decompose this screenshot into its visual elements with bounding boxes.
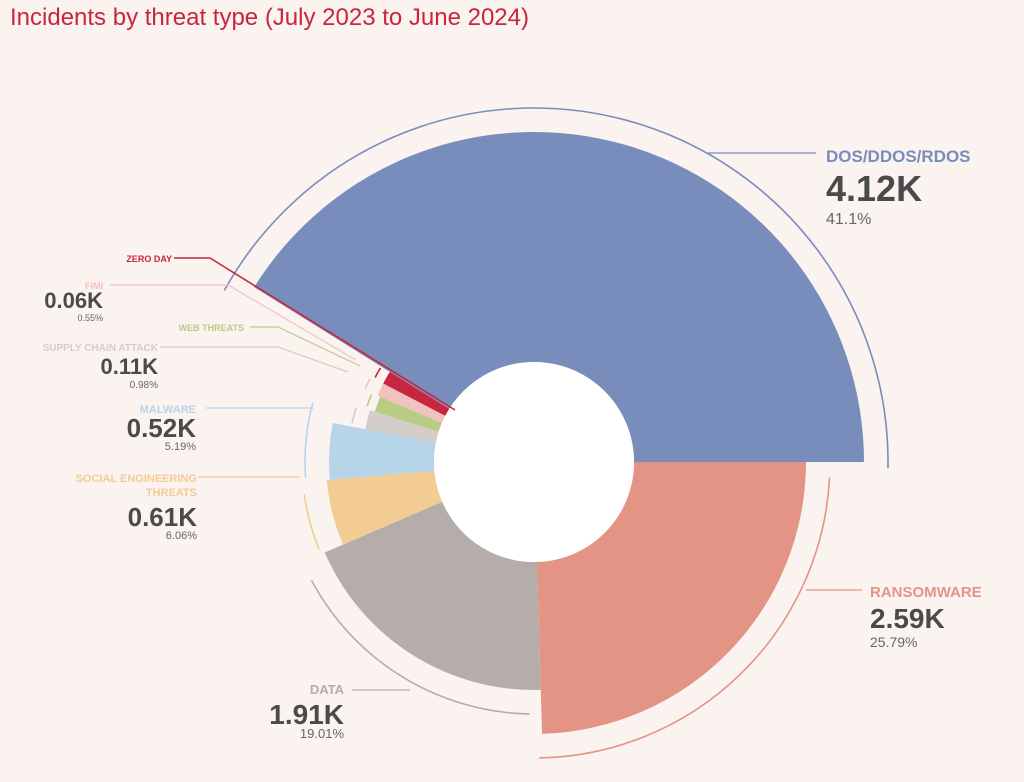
label-name-fimi: FIMI <box>85 281 103 291</box>
outer-arc-malware <box>304 402 314 479</box>
label-percent-supply-chain-attack: 0.98% <box>130 380 158 391</box>
outer-arc-web-threats <box>366 394 373 407</box>
label-name-social-engineering-threats: SOCIAL ENGINEERING <box>76 473 197 485</box>
outer-arc-ransomware <box>539 477 831 759</box>
slice-data <box>324 501 541 690</box>
label-name-social-engineering-threats-line2: THREATS <box>146 487 197 499</box>
slice-zero-day <box>383 371 450 416</box>
leader-lines-group <box>110 152 862 691</box>
outer-arc-data <box>310 579 530 715</box>
labels-group: DOS/DDOS/RDOS 4.12K 41.1% RANSOMWARE 2.59K25… <box>43 147 982 741</box>
label-value-supply-chain-attack: 0.11K <box>101 354 159 379</box>
label-percent-social-engineering-threats: 6.06% <box>166 530 197 542</box>
chart-title: Incidents by threat type (July 2023 to J… <box>10 4 529 31</box>
slice-fimi <box>377 383 446 423</box>
label-value-fimi: 0.06K <box>44 288 103 313</box>
label-value-ransomware: 2.59K <box>870 603 945 634</box>
slice-malware <box>329 422 436 480</box>
outer-arc-zero-day <box>374 367 382 378</box>
label-value-malware: 0.52K <box>127 413 197 443</box>
label-percent-malware: 5.19% <box>165 441 196 453</box>
slices-group <box>254 132 864 734</box>
leader-line-zero-day <box>174 257 456 411</box>
label-value-data: 1.91K <box>269 699 344 730</box>
label-name-malware: MALWARE <box>140 404 196 416</box>
donut-hole <box>434 362 634 562</box>
label-value-dos-ddos-rdos: 4.12K <box>826 168 922 209</box>
label-name-web-threats: WEB THREATS <box>179 323 244 333</box>
label-name-zero-day: ZERO DAY <box>126 254 172 264</box>
slice-supply-chain-attack <box>365 410 439 443</box>
slice-ransomware <box>536 462 806 734</box>
label-name-data: DATA <box>310 682 345 697</box>
label-name-supply-chain-attack: SUPPLY CHAIN ATTACK <box>43 343 159 354</box>
label-percent-ransomware: 25.79% <box>870 634 917 650</box>
leader-line-web-threats <box>250 326 361 367</box>
outer-arc-social-engineering-threats <box>303 494 320 550</box>
label-value-social-engineering-threats: 0.61K <box>128 502 198 532</box>
label-name-ransomware: RANSOMWARE <box>870 584 982 601</box>
label-name-dos-ddos-rdos: DOS/DDOS/RDOS <box>826 147 971 166</box>
label-percent-fimi: 0.55% <box>77 313 103 323</box>
outer-arc-fimi <box>364 378 371 389</box>
label-percent-dos-ddos-rdos: 41.1% <box>826 211 871 228</box>
outer-arc-dos-ddos-rdos <box>223 107 889 469</box>
label-percent-data: 19.01% <box>300 726 345 741</box>
leader-line-supply-chain-attack <box>160 346 349 373</box>
slice-web-threats <box>374 396 442 432</box>
leader-line-fimi <box>110 284 357 361</box>
slice-social-engineering-threats <box>326 470 443 545</box>
outer-arc-supply-chain-attack <box>351 407 357 424</box>
